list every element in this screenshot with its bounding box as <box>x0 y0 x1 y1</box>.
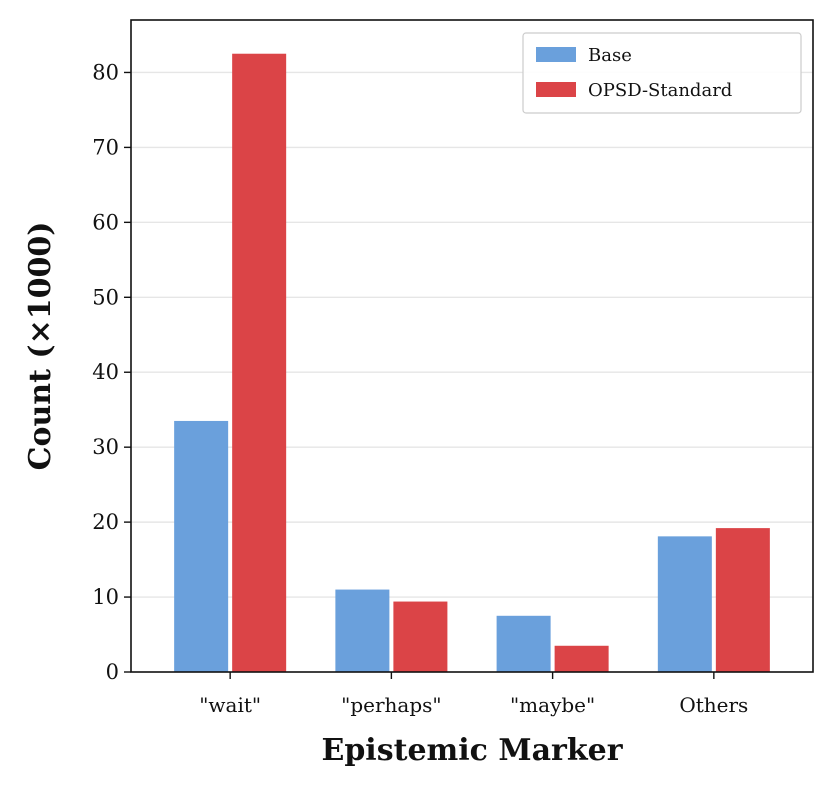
bar-base-3 <box>657 536 712 672</box>
plot-frame <box>130 19 814 673</box>
x-tick-label: "wait" <box>199 693 261 717</box>
y-tick-label: 20 <box>92 510 119 534</box>
legend-box <box>522 32 802 114</box>
legend-swatch <box>536 82 576 97</box>
bar-opsd-standard-3 <box>715 528 770 672</box>
x-axis-title: Epistemic Marker <box>321 733 623 768</box>
y-axis-title: Count (×1000) <box>23 222 58 471</box>
bar-opsd-standard-1 <box>393 601 448 672</box>
y-tick-label: 60 <box>92 210 119 234</box>
x-tick-label: "maybe" <box>510 693 595 717</box>
bar-opsd-standard-0 <box>232 53 287 673</box>
y-tick-label: 40 <box>92 360 119 384</box>
y-tick-label: 70 <box>92 135 119 159</box>
y-tick-label: 30 <box>92 435 119 459</box>
bars <box>174 53 770 673</box>
y-tick-label: 50 <box>92 285 119 309</box>
y-tick-label: 0 <box>106 660 119 684</box>
y-tick-label: 10 <box>92 585 119 609</box>
legend-label: OPSD-Standard <box>588 80 732 101</box>
x-tick-label: Others <box>679 693 748 717</box>
legend-swatch <box>536 47 576 62</box>
bar-base-0 <box>174 420 229 672</box>
bar-base-2 <box>496 615 551 672</box>
x-tick-label: "perhaps" <box>341 693 441 717</box>
y-axis-ticks: 0 10 20 30 40 50 60 70 80 <box>92 60 131 684</box>
y-tick-label: 80 <box>92 60 119 84</box>
bar-base-1 <box>335 589 390 672</box>
legend-label: Base <box>588 45 632 66</box>
legend: Base OPSD-Standard <box>522 32 802 114</box>
x-axis-ticks: "wait" "perhaps" "maybe" Others <box>199 672 748 717</box>
bar-opsd-standard-2 <box>554 645 609 672</box>
